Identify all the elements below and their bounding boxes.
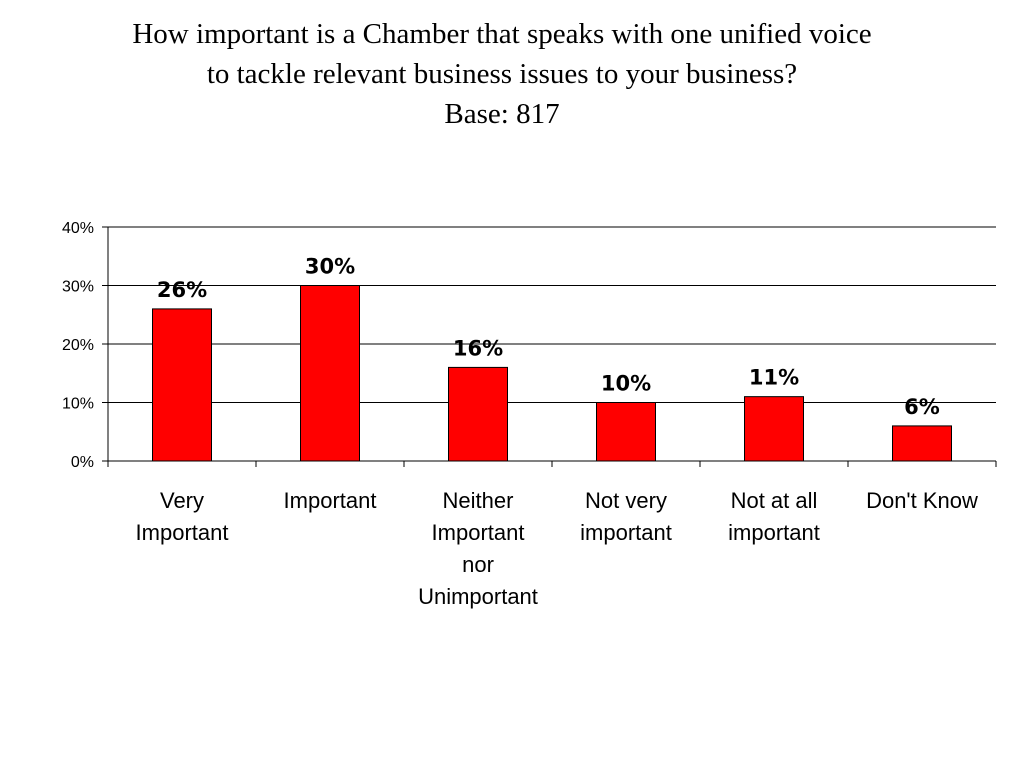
chart-title-line-1: How important is a Chamber that speaks w… — [132, 18, 872, 50]
x-category-label: Important — [284, 488, 377, 513]
chart-title-line-2: to tackle relevant business issues to yo… — [206, 58, 798, 90]
gridlines — [108, 226, 996, 403]
bar — [596, 402, 656, 462]
chart-title-line-3: Base: 817 — [444, 98, 560, 130]
bar — [892, 425, 952, 462]
x-category-label-line: nor — [462, 552, 494, 577]
x-category-label: Not very important — [580, 488, 672, 545]
y-tick-label: 30% — [62, 279, 94, 296]
y-tick-label: 20% — [62, 337, 94, 354]
bar — [744, 396, 804, 462]
bars — [152, 285, 952, 462]
chart-title: How important is a Chamber that speaks w… — [0, 14, 1004, 134]
x-category-label: Very Important — [136, 488, 229, 545]
x-category-label: Don't Know — [866, 488, 978, 513]
data-label: 6% — [904, 395, 940, 419]
x-category-label-line: Important — [432, 520, 525, 545]
x-category-label-line: Not at all — [731, 488, 818, 513]
x-category-label-line: Important — [136, 520, 229, 545]
bar — [152, 308, 212, 462]
bar — [300, 285, 360, 462]
axes — [102, 226, 997, 467]
x-category-label-line: Important — [284, 488, 377, 513]
labels: 0% 10% 20% 30% 40% 26% Very Important 30% Importa… — [62, 220, 978, 609]
x-category-label-line: Very — [160, 488, 204, 513]
x-category-label-line: important — [728, 520, 820, 545]
y-tick-label: 0% — [71, 454, 94, 471]
y-tick-label: 40% — [62, 220, 94, 237]
data-label: 30% — [305, 255, 355, 279]
data-label: 16% — [453, 336, 503, 360]
x-category-label-line: Neither — [443, 488, 514, 513]
x-category-label-line: Unimportant — [418, 584, 538, 609]
x-category-label-line: Not very — [585, 488, 667, 513]
data-label: 26% — [157, 278, 207, 302]
y-tick-label: 10% — [62, 396, 94, 413]
data-label: 10% — [601, 372, 651, 396]
x-category-label-line: important — [580, 520, 672, 545]
bar — [448, 366, 508, 462]
x-category-label-line: Don't Know — [866, 488, 978, 513]
x-category-label: Not at all important — [728, 488, 820, 545]
x-category-label: Neither Important nor Unimportant — [418, 488, 538, 609]
data-label: 11% — [749, 366, 799, 390]
